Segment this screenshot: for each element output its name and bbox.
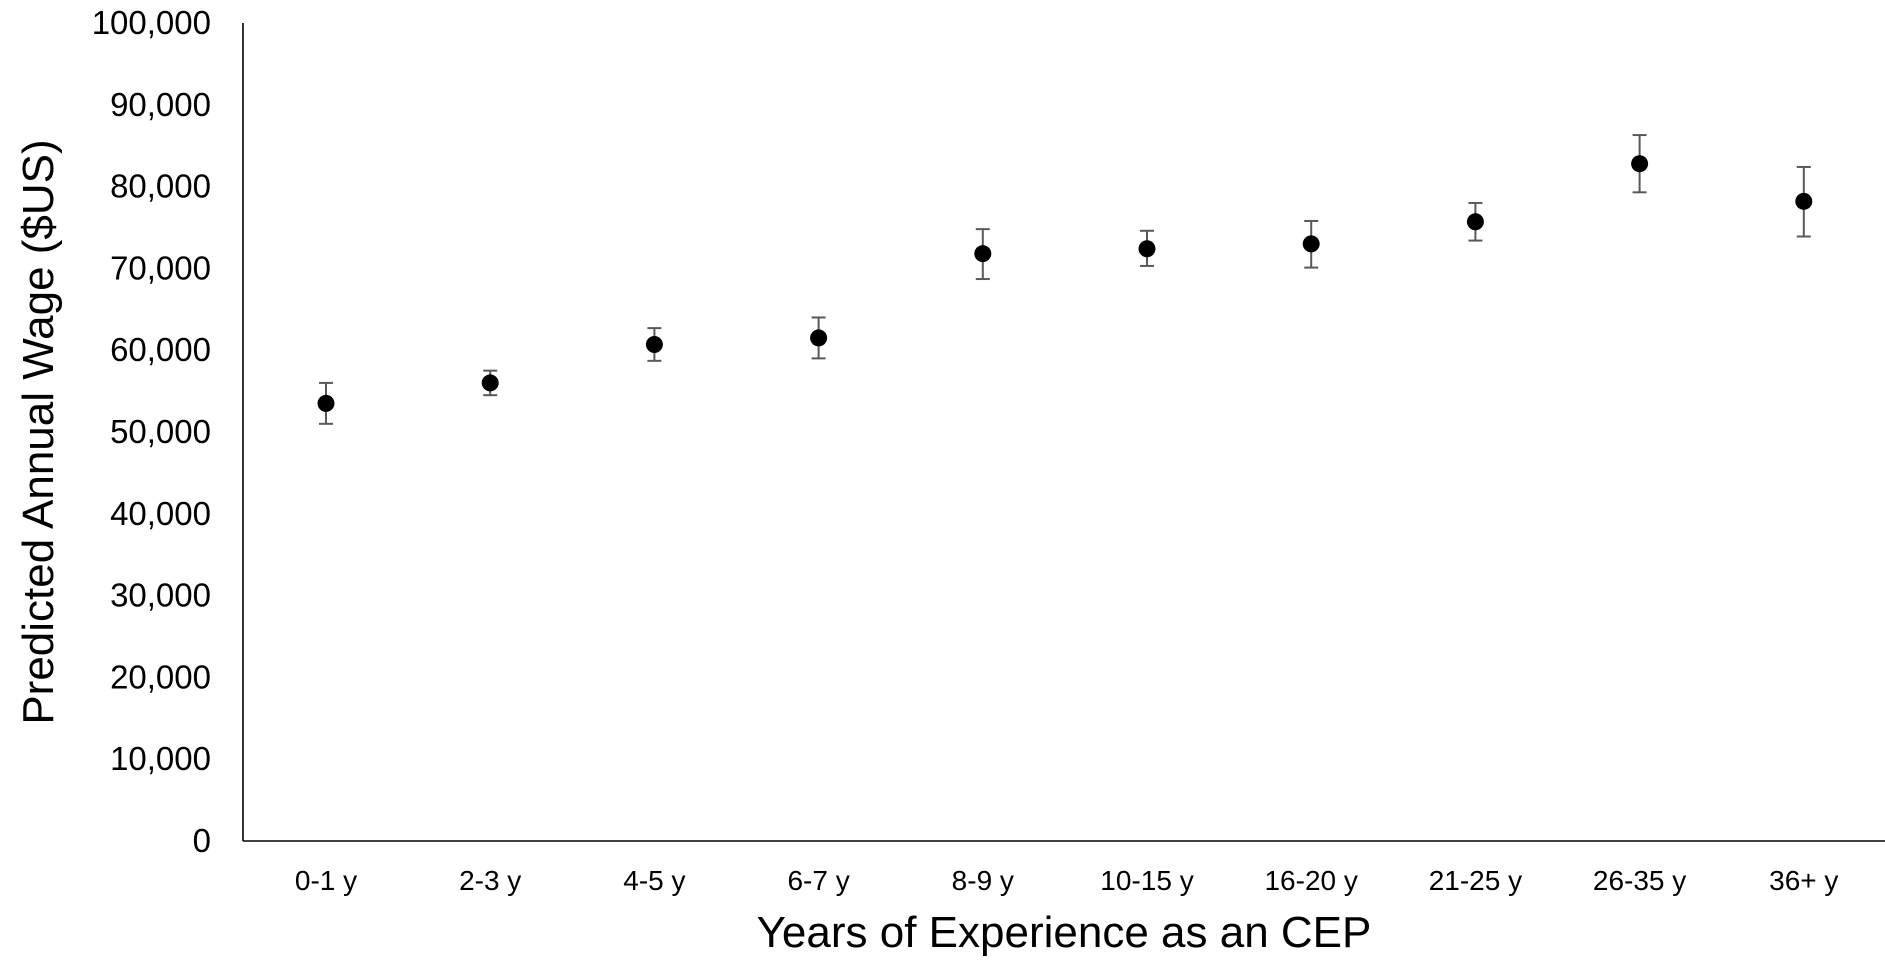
data-point [1466,213,1484,231]
x-category-label: 2-3 y [459,865,521,896]
x-category-label: 0-1 y [295,865,357,896]
data-point [1631,155,1649,173]
x-axis-category-labels: 0-1 y 2-3 y 4-5 y 6-7 y 8-9 y 10-15 y 16-20 y 2… [295,865,1839,896]
x-category-label: 10-15 y [1100,865,1193,896]
y-tick-label: 60,000 [110,331,211,368]
x-category-label: 6-7 y [787,865,849,896]
data-point [645,335,663,353]
data-point [1138,240,1156,258]
x-category-label: 21-25 y [1429,865,1522,896]
y-axis-ticks: 0 10,000 20,000 30,000 40,000 50,000 60,000 70,… [92,4,211,859]
data-point [810,329,828,347]
x-category-label: 36+ y [1769,865,1838,896]
error-bars [319,134,1811,425]
x-category-label: 8-9 y [952,865,1014,896]
y-tick-label: 10,000 [110,740,211,777]
y-tick-label: 0 [193,822,211,859]
x-category-label: 4-5 y [623,865,685,896]
y-tick-label: 90,000 [110,86,211,123]
data-point [1302,235,1320,253]
data-point [1795,192,1813,210]
x-category-label: 16-20 y [1264,865,1357,896]
y-tick-label: 20,000 [110,658,211,695]
y-tick-label: 100,000 [92,4,211,41]
y-tick-label: 30,000 [110,577,211,614]
data-point [974,245,992,263]
y-tick-label: 40,000 [110,495,211,532]
x-category-label: 26-35 y [1593,865,1686,896]
data-point [317,394,335,412]
data-point [481,374,499,392]
y-tick-label: 50,000 [110,413,211,450]
x-axis-title: Years of Experience as an CEP [757,908,1372,957]
data-points [317,155,1813,412]
y-axis-title: Predicted Annual Wage ($US) [14,139,63,724]
y-tick-label: 80,000 [110,168,211,205]
y-tick-label: 70,000 [110,249,211,286]
